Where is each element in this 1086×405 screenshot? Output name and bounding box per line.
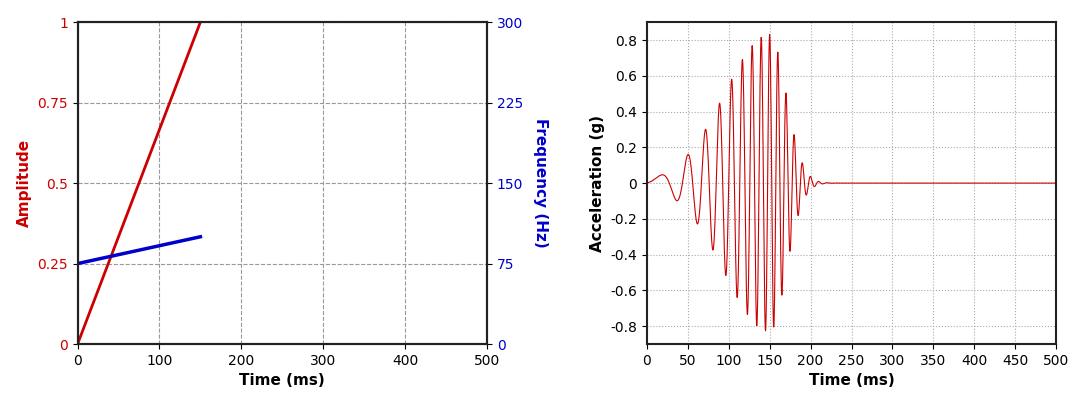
X-axis label: Time (ms): Time (ms): [809, 373, 895, 388]
Y-axis label: Amplitude: Amplitude: [16, 139, 31, 227]
Y-axis label: Acceleration (g): Acceleration (g): [590, 115, 605, 252]
X-axis label: Time (ms): Time (ms): [239, 373, 325, 388]
Y-axis label: Frequency (Hz): Frequency (Hz): [533, 118, 548, 248]
